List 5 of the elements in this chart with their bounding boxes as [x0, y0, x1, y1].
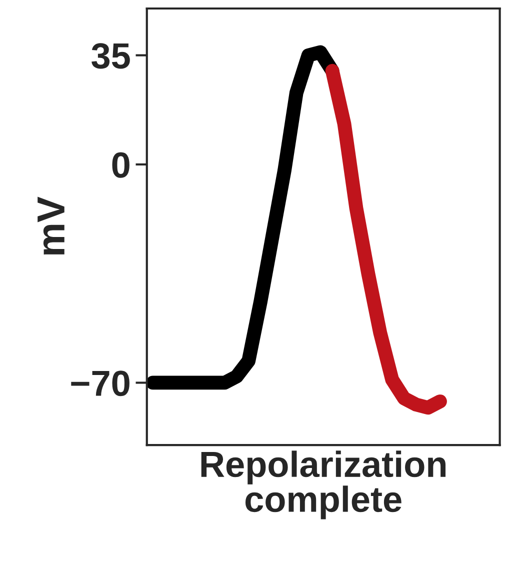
- y-tick-label: 35: [92, 43, 130, 69]
- y-axis-title: mV: [38, 196, 64, 254]
- y-tick-label: −70: [71, 370, 130, 396]
- x-axis-title: Repolarization complete: [201, 450, 446, 520]
- y-tick-label: 0: [112, 152, 130, 178]
